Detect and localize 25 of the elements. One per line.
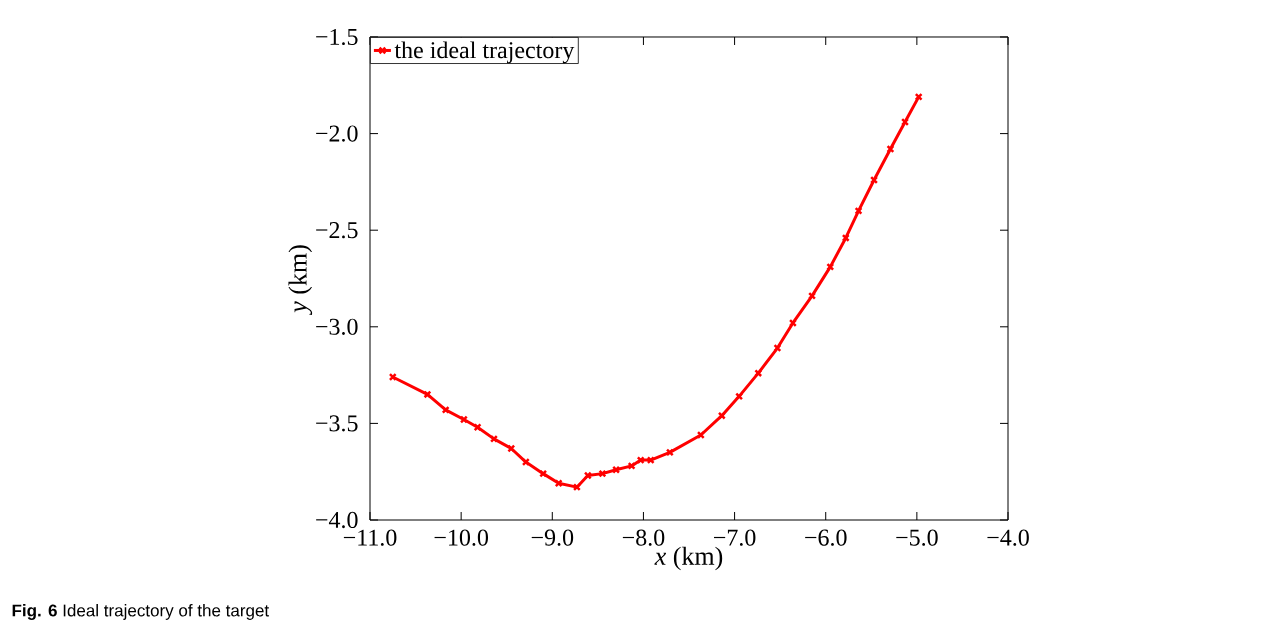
point [459, 415, 468, 424]
x-tick-label: −11.0 [343, 529, 397, 546]
y-tick-label: −2.5 [316, 222, 358, 239]
x-tick-label: −5.0 [896, 529, 938, 546]
x-axis-title: x (km) [654, 546, 723, 571]
y-tick-label: −3.0 [316, 318, 358, 335]
y-tick-label: −4.0 [316, 511, 358, 529]
point [886, 144, 895, 154]
x-tick-label: −6.0 [805, 529, 847, 546]
y-tick-label: −3.5 [316, 415, 358, 432]
point [627, 461, 636, 470]
x-tick-label: −7.0 [714, 529, 756, 546]
x-tick-label: −8.0 [622, 529, 665, 546]
x-tick-label: −10.0 [434, 529, 489, 546]
y-tick-label: −1.5 [316, 28, 358, 46]
text: Fig. 6 Ideal trajectory of the target [12, 604, 269, 620]
point [665, 448, 674, 457]
x-tick-label: −9.0 [531, 529, 574, 546]
legend-label: the ideal trajectory [394, 41, 575, 64]
x-tick-label: −4.0 [987, 529, 1029, 546]
y-axis-title: y (km) [288, 245, 313, 315]
y-tick-label: −2.0 [316, 125, 358, 142]
point [773, 343, 782, 353]
point [583, 471, 592, 480]
point [854, 206, 863, 215]
